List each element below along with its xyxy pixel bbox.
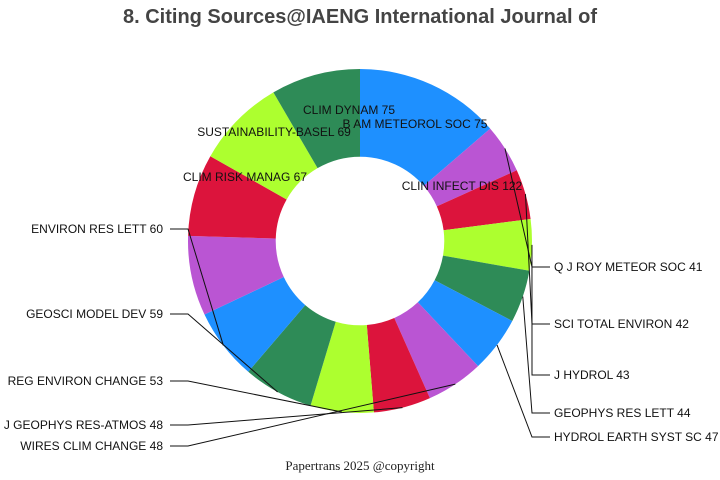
label-b-am-meteorol-soc: B AM METEOROL SOC 75 <box>343 117 488 131</box>
labels-group: CLIN INFECT DIS 122 Q J ROY METEOR SOC 41… <box>4 103 719 453</box>
label-j-hydrol: J HYDROL 43 <box>554 368 630 382</box>
label-j-geophys-res-atmos: J GEOPHYS RES-ATMOS 48 <box>4 418 163 432</box>
label-reg-environ-change: REG ENVIRON CHANGE 53 <box>8 374 164 388</box>
label-clin-infect-dis: CLIN INFECT DIS 122 <box>402 179 523 193</box>
label-geosci-model-dev: GEOSCI MODEL DEV 59 <box>26 307 163 321</box>
slice-j-geophys-res-atmos <box>366 318 430 413</box>
slice-geophys-res-lett <box>434 255 530 321</box>
label-sci-total-environ: SCI TOTAL ENVIRON 42 <box>554 317 689 331</box>
label-clim-dynam: CLIM DYNAM 75 <box>303 103 395 117</box>
label-environ-res-lett: ENVIRON RES LETT 60 <box>31 222 163 236</box>
leader-line-environ-res-lett <box>170 228 224 346</box>
slice-q-j-roy-meteor-soc <box>423 128 517 207</box>
slice-reg-environ-change <box>310 321 374 413</box>
leader-line-j-geophys-res-atmos <box>170 407 403 426</box>
label-geophys-res-lett: GEOPHYS RES LETT 44 <box>554 406 691 420</box>
label-clim-risk-manag: CLIM RISK MANAG 67 <box>183 170 307 184</box>
slice-wires-clim-change <box>394 302 479 399</box>
slice-hydrol-earth-syst-sc <box>417 280 513 367</box>
slice-clim-risk-manag <box>188 235 284 315</box>
label-sustainability-basel: SUSTAINABILITY-BASEL 69 <box>197 125 351 139</box>
slice-clim-dynam <box>210 92 318 200</box>
label-q-j-roy-meteor-soc: Q J ROY METEOR SOC 41 <box>554 260 703 274</box>
label-hydrol-earth-syst-sc: HYDROL EARTH SYST SC 47 <box>554 430 719 444</box>
slice-sustainability-basel <box>188 156 287 239</box>
slice-b-am-meteorol-soc <box>273 69 360 169</box>
label-wires-clim-change: WIRES CLIM CHANGE 48 <box>20 439 163 453</box>
slices-group <box>188 69 532 413</box>
slice-sci-total-environ <box>436 170 531 231</box>
leader-line-wires-clim-change <box>170 383 456 447</box>
slice-j-hydrol <box>443 218 532 271</box>
slice-clin-infect-dis <box>360 69 491 186</box>
leader-line-geosci-model-dev <box>170 313 278 393</box>
copyright-footer: Papertrans 2025 @copyright <box>285 458 435 473</box>
leader-line-geophys-res-lett <box>522 296 550 414</box>
leader-line-reg-environ-change <box>170 380 342 413</box>
chart-title: 8. Citing Sources@IAENG International Jo… <box>122 6 597 28</box>
leader-lines-group <box>170 148 550 447</box>
slice-geosci-model-dev <box>248 305 336 406</box>
leader-line-j-hydrol <box>531 244 550 376</box>
slice-environ-res-lett <box>204 277 306 372</box>
leader-line-hydrol-earth-syst-sc <box>496 344 550 438</box>
